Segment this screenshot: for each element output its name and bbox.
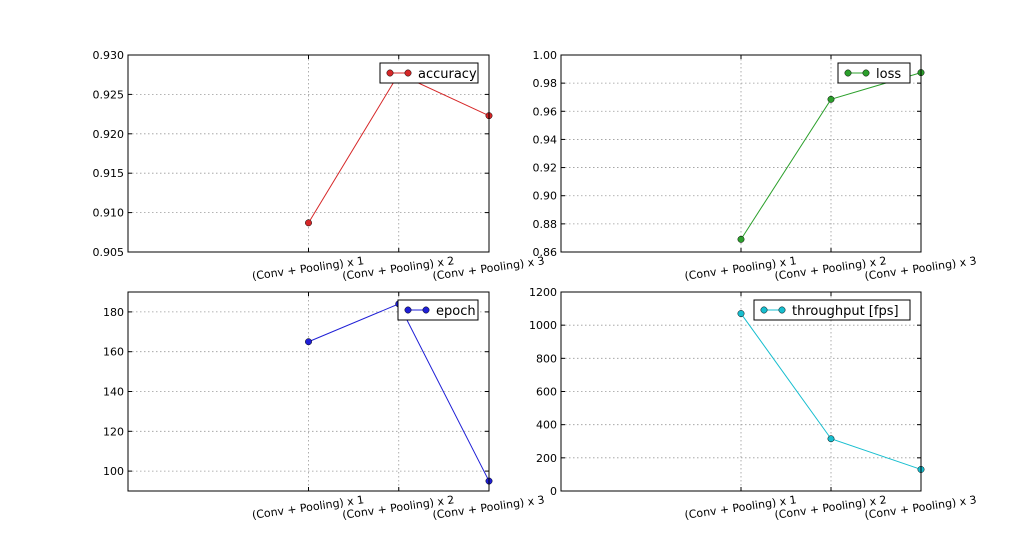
y-tick-label: 0.920 — [93, 128, 125, 141]
y-tick-label: 160 — [103, 346, 124, 359]
y-tick-label: 0.86 — [533, 246, 558, 259]
y-tick-label: 100 — [103, 465, 124, 478]
y-tick-label: 1.00 — [533, 49, 558, 62]
y-tick-label: 0.925 — [93, 88, 125, 101]
y-tick-label: 400 — [536, 419, 557, 432]
y-tick-label: 120 — [103, 425, 124, 438]
chart-panel-2: 0.860.880.900.920.940.960.981.00(Conv + … — [533, 49, 978, 283]
plot-frame — [127, 54, 490, 253]
legend-label: epoch — [436, 304, 476, 319]
y-tick-label: 0.90 — [533, 190, 558, 203]
y-tick-label: 0 — [550, 485, 557, 498]
legend: throughput [fps] — [753, 299, 911, 321]
y-tick-label: 800 — [536, 352, 557, 365]
y-tick-label: 0.98 — [533, 77, 558, 90]
plot-frame — [560, 54, 922, 253]
y-tick-label: 0.94 — [533, 133, 558, 146]
y-tick-label: 1000 — [529, 319, 557, 332]
legend: epoch — [397, 299, 479, 321]
legend-label: throughput [fps] — [792, 304, 899, 319]
data-point — [737, 235, 745, 243]
y-tick-label: 1200 — [529, 286, 557, 299]
legend-box — [753, 299, 911, 321]
legend-marker — [862, 69, 870, 77]
data-point — [305, 219, 312, 227]
legend-marker — [404, 69, 412, 77]
y-tick-label: 0.905 — [93, 246, 125, 259]
legend-marker — [386, 69, 394, 77]
legend-marker — [404, 306, 412, 314]
y-tick-label: 0.930 — [93, 49, 125, 62]
legend-marker — [844, 69, 852, 77]
data-point — [827, 95, 835, 103]
y-tick-label: 200 — [536, 452, 557, 465]
legend-marker — [778, 306, 786, 314]
y-tick-label: 0.915 — [93, 167, 125, 180]
legend-label: loss — [876, 67, 901, 82]
y-tick-label: 0.910 — [93, 207, 125, 220]
y-tick-label: 180 — [103, 306, 124, 319]
legend-box — [379, 62, 479, 84]
legend-marker — [422, 306, 430, 314]
data-point — [827, 435, 835, 443]
y-tick-label: 140 — [103, 386, 124, 399]
plot-frame — [560, 291, 922, 492]
plot-frame — [127, 291, 490, 492]
legend-marker — [760, 306, 768, 314]
legend-label: accuracy — [418, 67, 477, 82]
legend-box — [837, 62, 911, 84]
data-point — [305, 338, 312, 346]
legend: accuracy — [379, 62, 479, 84]
y-tick-label: 600 — [536, 386, 557, 399]
legend-box — [397, 299, 479, 321]
legend: loss — [837, 62, 911, 84]
y-tick-label: 0.92 — [533, 162, 558, 175]
y-tick-label: 0.96 — [533, 105, 558, 118]
data-point — [737, 310, 745, 318]
y-tick-label: 0.88 — [533, 218, 558, 231]
